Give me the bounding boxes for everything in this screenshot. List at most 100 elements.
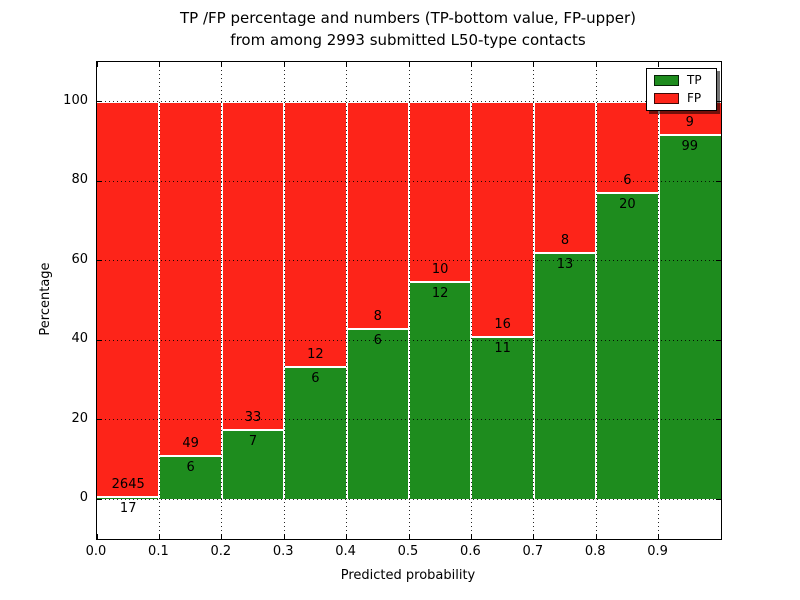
x-tick-mark (658, 62, 660, 67)
x-tick-mark (96, 62, 98, 67)
count-labels-layer: 2645 17 49 6 33 7 12 6 8 6 10 12 16 11 8 13 6 20 9 99 (97, 62, 721, 539)
x-tick-label: 0.0 (85, 544, 107, 559)
tp-count-label: 6 (373, 332, 382, 348)
legend-item-tp: TP (654, 74, 709, 87)
bar-edge (471, 336, 534, 339)
x-tick-label: 0.8 (584, 544, 606, 559)
fp-count-label: 12 (307, 346, 324, 362)
y-tick-mark (97, 260, 102, 262)
x-axis-label: Predicted probability (340, 568, 476, 583)
bar-segment-fp (97, 101, 160, 497)
tp-swatch-icon (654, 75, 679, 86)
tp-count-label: 17 (119, 500, 137, 516)
x-tick-mark (158, 534, 160, 539)
gridline-vertical (658, 62, 660, 539)
fp-count-label: 8 (560, 233, 570, 249)
bar-segment-tp (596, 193, 659, 500)
y-tick-mark (97, 419, 102, 421)
bar-segment-tp (346, 328, 409, 500)
chart-title-line1: TP /FP percentage and numbers (TP-bottom… (180, 9, 636, 27)
y-tick-mark (716, 101, 721, 103)
x-tick-mark (96, 534, 98, 539)
bar-edge (97, 495, 160, 498)
bar-segment-fp (346, 101, 409, 329)
x-tick-mark (283, 534, 285, 539)
fp-count-label: 10 (431, 262, 449, 278)
bar-segment-tp (221, 429, 285, 500)
bar-segment-fp (471, 101, 534, 338)
fp-swatch-icon (654, 93, 679, 104)
gridline-vertical (158, 62, 160, 539)
legend-item-label: TP (687, 73, 702, 87)
fp-count-label: 8 (373, 308, 382, 324)
y-tick-label: 100 (63, 92, 88, 108)
gridlines-layer (97, 62, 721, 539)
x-tick-label: 0.2 (210, 544, 232, 559)
tp-count-label: 6 (186, 459, 195, 475)
x-tick-label: 0.5 (397, 544, 419, 559)
bar-edge (346, 327, 409, 330)
gridline-vertical (470, 62, 472, 539)
legend: TP FP (646, 68, 717, 111)
x-tick-label: 0.4 (335, 544, 356, 559)
gridline-vertical (283, 62, 285, 539)
x-tick-label: 0.6 (460, 544, 481, 559)
y-tick-mark (97, 498, 102, 500)
bar-segment-tp (409, 282, 472, 500)
bar-segment-fp (159, 101, 222, 456)
y-tick-label: 80 (71, 172, 88, 188)
x-tick-label: 0.1 (148, 544, 169, 559)
tp-count-label: 13 (556, 257, 574, 273)
bar-segment-tp (97, 496, 160, 500)
x-tick-label: 0.3 (272, 544, 294, 559)
fp-count-label: 16 (494, 317, 511, 333)
bar-segment-fp (284, 101, 347, 367)
chart-title: TP /FP percentage and numbers (TP-bottom… (58, 7, 758, 51)
legend-item-fp: FP (654, 92, 709, 105)
x-tick-label: 0.9 (647, 544, 668, 559)
x-tick-mark (158, 62, 160, 67)
y-tick-mark (97, 101, 102, 103)
bar-segment-fp (533, 101, 597, 254)
y-tick-mark (716, 419, 721, 421)
bar-segment-tp (658, 134, 721, 500)
y-tick-mark (97, 339, 102, 341)
bar-segment-tp (284, 366, 347, 500)
y-tick-mark (97, 180, 102, 182)
y-tick-mark (716, 339, 721, 341)
x-tick-mark (221, 534, 223, 539)
gridline-vertical (346, 62, 348, 539)
bar-segment-tp (159, 455, 222, 500)
tp-count-label: 20 (619, 197, 636, 213)
bars-layer (97, 62, 721, 539)
bar-segment-fp (596, 101, 659, 194)
bar-edge (533, 252, 597, 255)
legend-item-label: FP (687, 91, 702, 105)
fp-count-label: 33 (244, 409, 262, 425)
gridline-vertical (533, 62, 535, 539)
x-tick-mark (221, 62, 223, 67)
y-tick-label: 0 (79, 490, 88, 506)
x-tick-mark (408, 62, 410, 67)
x-tick-mark (470, 534, 472, 539)
tp-count-label: 7 (248, 433, 258, 449)
bar-edge (596, 192, 659, 195)
y-tick-mark (716, 180, 721, 182)
tp-count-label: 99 (681, 138, 699, 154)
x-tick-mark (283, 62, 285, 67)
fp-count-label: 2645 (111, 476, 145, 492)
fp-count-label: 6 (623, 173, 632, 189)
tp-count-label: 12 (431, 286, 449, 302)
x-tick-mark (346, 534, 348, 539)
bar-edge (221, 428, 285, 431)
x-tick-mark (533, 534, 535, 539)
x-tick-label: 0.7 (522, 544, 544, 559)
bar-edge (658, 133, 721, 136)
x-tick-mark (470, 62, 472, 67)
y-tick-label: 20 (71, 410, 88, 426)
y-tick-mark (716, 260, 721, 262)
x-tick-mark (408, 534, 410, 539)
x-tick-mark (595, 534, 597, 539)
gridline-vertical (408, 62, 410, 539)
